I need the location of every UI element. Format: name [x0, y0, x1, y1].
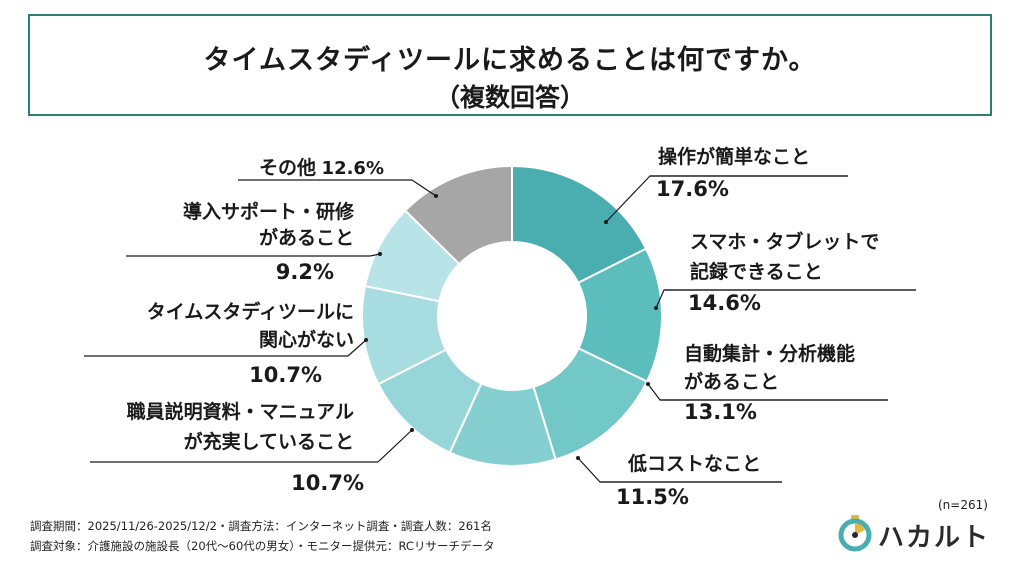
slice-value-2: 14.6% [688, 291, 761, 315]
chart-title: タイムスタディツールに求めることは何ですか。 [203, 45, 817, 76]
stopwatch-icon [838, 515, 872, 552]
footer-survey-target: 調査対象：介護施設の施設長（20代～60代の男女）・モニター提供元：RCリサーチ… [30, 539, 495, 553]
slice-value-8: 12.6% [322, 158, 384, 179]
brand-logo: ハカルト [836, 514, 1006, 553]
slice-label-7-line-1: 導入サポート・研修 [183, 200, 355, 223]
slice-label-2-line-1: スマホ・タブレットで [690, 230, 879, 253]
slice-label-6-line-1: タイムスタディツールに [147, 300, 354, 323]
sample-size: (n=261) [938, 498, 988, 512]
leader-line-8 [411, 179, 437, 197]
brand-name: ハカルト [878, 523, 991, 553]
slice-label-4-line-1: 低コストなこと [627, 452, 761, 475]
title-box: タイムスタディツールに求めることは何ですか。 （複数回答） [28, 14, 992, 116]
slice-value-7: 9.2% [276, 260, 334, 284]
slice-value-3: 13.1% [684, 400, 757, 424]
slice-value-4: 11.5% [616, 485, 689, 509]
slice-label-2-line-2: 記録できること [690, 260, 823, 283]
leader-dot-5 [410, 428, 414, 432]
leader-dot-6 [364, 338, 368, 342]
slice-label-3-line-1: 自動集計・分析機能 [684, 342, 855, 365]
slice-label-1-line-1: 操作が簡単なこと [658, 145, 810, 168]
donut-slice-1 [511, 164, 648, 285]
slice-label-3-line-2: があること [684, 370, 779, 393]
leader-dot-7 [378, 252, 382, 256]
slice-label-8-line-1: その他 [259, 156, 316, 179]
leader-dot-1 [604, 220, 608, 224]
slice-label-6-line-2: 関心がない [259, 328, 354, 351]
leader-dot-2 [654, 306, 658, 310]
leader-dot-4 [576, 456, 580, 460]
leader-line-6 [347, 339, 367, 357]
leader-dot-3 [646, 382, 650, 386]
footer-survey-info: 調査期間：2025/11/26-2025/12/2・調査方法：インターネット調査… [30, 519, 492, 533]
leader-line-5 [377, 429, 413, 463]
slice-label-5-line-1: 職員説明資料・マニュアル [127, 400, 354, 423]
leader-dot-8 [434, 194, 438, 198]
slice-value-6: 10.7% [249, 363, 322, 387]
donut-slice-8 [403, 164, 513, 266]
slice-label-7-line-2: があること [259, 226, 354, 249]
slice-value-1: 17.6% [656, 177, 729, 201]
chart-subtitle: （複数回答） [434, 83, 585, 112]
slice-value-5: 10.7% [291, 471, 364, 495]
slice-label-5-line-2: が充実していること [184, 430, 354, 453]
